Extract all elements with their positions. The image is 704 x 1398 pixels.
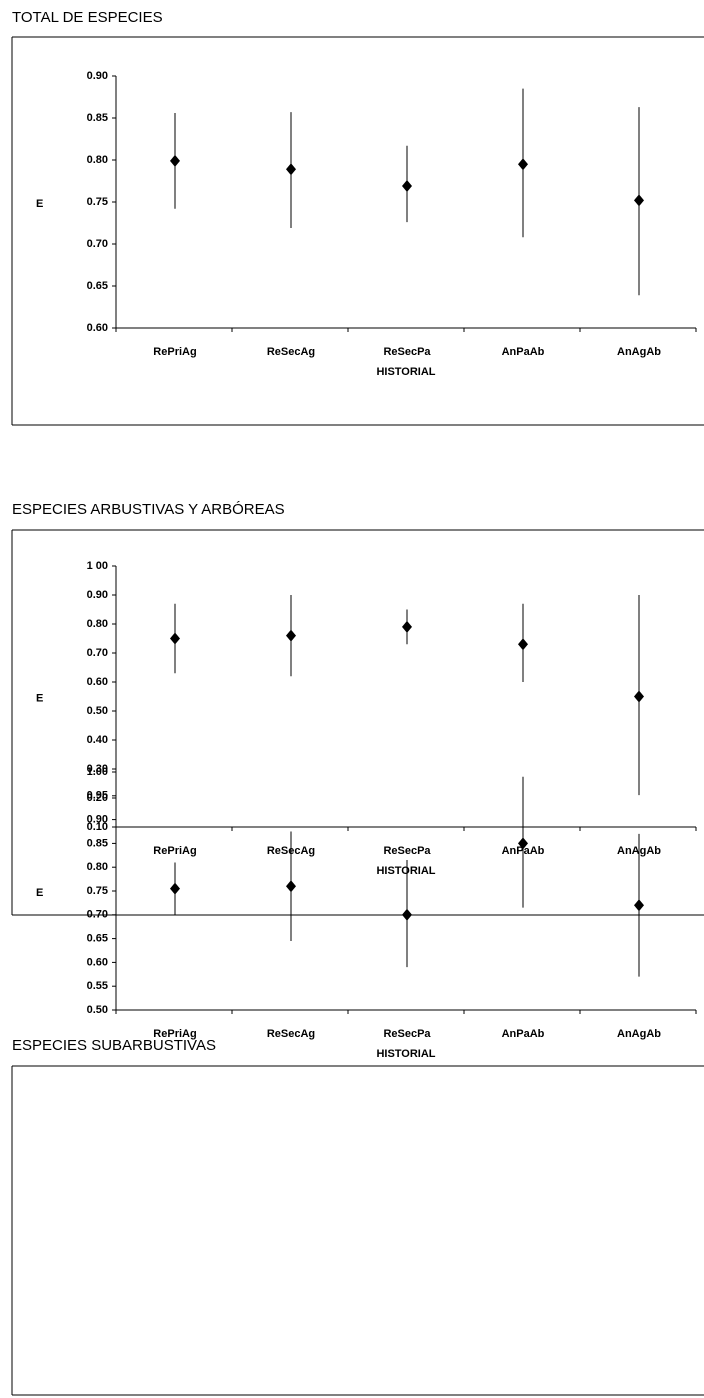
y-tick-label: 0.30: [87, 763, 108, 775]
point: [286, 629, 296, 642]
y-tick-label: 0.60: [87, 322, 108, 334]
x-axis-label: HISTORIAL: [376, 865, 435, 877]
x-tick-label: ReSecAg: [267, 346, 315, 358]
point: [634, 690, 644, 703]
y-tick-label: 0.20: [87, 792, 108, 804]
y-axis-label: E: [36, 692, 43, 704]
y-tick-label: 0.75: [87, 885, 108, 897]
y-tick-label: 0.80: [87, 861, 108, 873]
point: [170, 632, 180, 645]
chart-title: TOTAL DE ESPECIES: [12, 9, 163, 26]
chart-title: ESPECIES ARBUSTIVAS Y ARBÓREAS: [12, 501, 285, 518]
y-tick-label: 0.55: [87, 980, 108, 992]
point: [402, 620, 412, 633]
x-tick-label: RePriAg: [153, 845, 196, 857]
y-tick-label: 0.60: [87, 676, 108, 688]
x-tick-label: ReSecPa: [383, 1028, 431, 1040]
y-tick-label: 0.10: [87, 821, 108, 833]
chart-title: ESPECIES SUBARBUSTIVAS: [12, 1037, 216, 1054]
y-tick-label: 1.00: [87, 766, 108, 778]
point: [402, 180, 412, 193]
y-tick-label: 0.75: [87, 196, 108, 208]
x-tick-label: ReSecPa: [383, 346, 431, 358]
point: [634, 194, 644, 207]
y-tick-label: 0.90: [87, 70, 108, 82]
y-tick-label: 0.70: [87, 909, 108, 921]
y-tick-label: 0.80: [87, 618, 108, 630]
x-tick-label: AnPaAb: [502, 346, 545, 358]
x-tick-label: RePriAg: [153, 346, 196, 358]
point: [402, 908, 412, 921]
x-axis-label: HISTORIAL: [376, 366, 435, 378]
y-tick-label: 0.95: [87, 790, 108, 802]
y-tick-label: 0.70: [87, 238, 108, 250]
point: [170, 154, 180, 167]
x-tick-label: AnPaAb: [502, 1028, 545, 1040]
x-tick-label: AnAgAb: [617, 346, 661, 358]
y-axis-label: E: [36, 887, 43, 899]
y-tick-label: 0.65: [87, 280, 108, 292]
x-tick-label: ReSecAg: [267, 1028, 315, 1040]
y-tick-label: 0.70: [87, 647, 108, 659]
y-tick-label: 0.40: [87, 734, 108, 746]
point: [518, 158, 528, 171]
y-tick-label: 0.90: [87, 589, 108, 601]
point: [286, 880, 296, 893]
y-tick-label: 0.60: [87, 956, 108, 968]
x-tick-label: RePriAg: [153, 1028, 196, 1040]
x-tick-label: AnAgAb: [617, 1028, 661, 1040]
point: [286, 163, 296, 176]
point: [170, 882, 180, 895]
y-tick-label: 1 00: [87, 560, 108, 572]
y-tick-label: 0.85: [87, 837, 108, 849]
y-tick-label: 0.50: [87, 705, 108, 717]
x-tick-label: ReSecPa: [383, 845, 431, 857]
x-axis-label: HISTORIAL: [376, 1048, 435, 1060]
y-tick-label: 0.80: [87, 154, 108, 166]
point: [634, 899, 644, 912]
y-tick-label: 0.90: [87, 814, 108, 826]
y-tick-label: 0.50: [87, 1004, 108, 1016]
y-tick-label: 0.65: [87, 933, 108, 945]
y-axis-label: E: [36, 198, 43, 210]
point: [518, 837, 528, 850]
point: [518, 638, 528, 651]
y-tick-label: 0.85: [87, 112, 108, 124]
